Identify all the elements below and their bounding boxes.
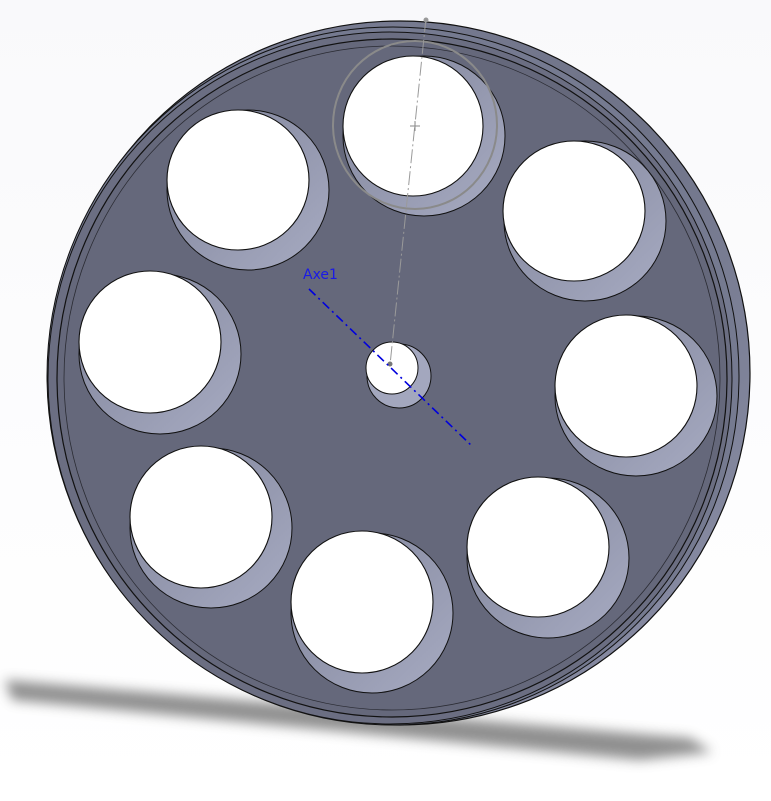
center-point[interactable] (387, 361, 393, 367)
hole-right[interactable] (554, 314, 718, 477)
hole-lower-right[interactable] (466, 476, 630, 639)
centerline-endpoint[interactable] (423, 17, 429, 23)
construction-centerline[interactable] (389, 17, 427, 366)
hole-lower-left[interactable] (129, 445, 293, 609)
hole-left[interactable] (78, 270, 242, 435)
hole-upper-left[interactable] (166, 109, 330, 271)
hole-bottom[interactable] (290, 530, 454, 694)
hole-upper-right[interactable] (502, 140, 667, 302)
sketch-circle[interactable] (332, 40, 498, 210)
holes-group[interactable] (78, 55, 718, 694)
sketch-center-mark (410, 121, 420, 131)
wheel-face-inner-edge (63, 45, 721, 711)
hole-top[interactable] (342, 55, 506, 217)
axis-label[interactable]: Axe1 (303, 267, 338, 283)
